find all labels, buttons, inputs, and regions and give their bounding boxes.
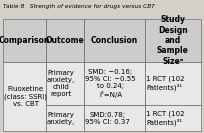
Bar [46,105,84,131]
Text: Fluoxetine
(class: SSRI)
vs. CBT: Fluoxetine (class: SSRI) vs. CBT [4,86,47,107]
Text: Primary
anxiety,: Primary anxiety, [47,112,75,125]
Bar [145,19,201,62]
Text: Primary
anxiety,
child
report: Primary anxiety, child report [47,70,75,97]
Bar [46,19,84,62]
Bar [84,105,145,131]
Bar [3,19,46,62]
Bar [145,105,201,131]
Text: SMD: −0.16;
95% CI: −0.55
to 0.24;
I²=N/A: SMD: −0.16; 95% CI: −0.55 to 0.24; I²=N/… [85,69,136,98]
Text: Table 8   Strength of evidence for drugs versus CBT: Table 8 Strength of evidence for drugs v… [3,4,155,9]
Text: Outcome: Outcome [45,36,84,45]
Text: Study
Design
and
Sample
Sizeᵃ: Study Design and Sample Sizeᵃ [157,15,189,66]
Bar [145,62,201,105]
Text: SMD:0.78;
95% CI: 0.37: SMD:0.78; 95% CI: 0.37 [85,112,130,125]
Bar [46,62,84,105]
Bar [3,62,46,131]
Bar [84,19,145,62]
Text: Comparison: Comparison [0,36,50,45]
Text: 1 RCT (102
Patients)³¹: 1 RCT (102 Patients)³¹ [146,76,184,91]
Text: Conclusion: Conclusion [91,36,138,45]
Text: 1 RCT (102
Patients)³¹: 1 RCT (102 Patients)³¹ [146,111,184,126]
Bar [84,62,145,105]
